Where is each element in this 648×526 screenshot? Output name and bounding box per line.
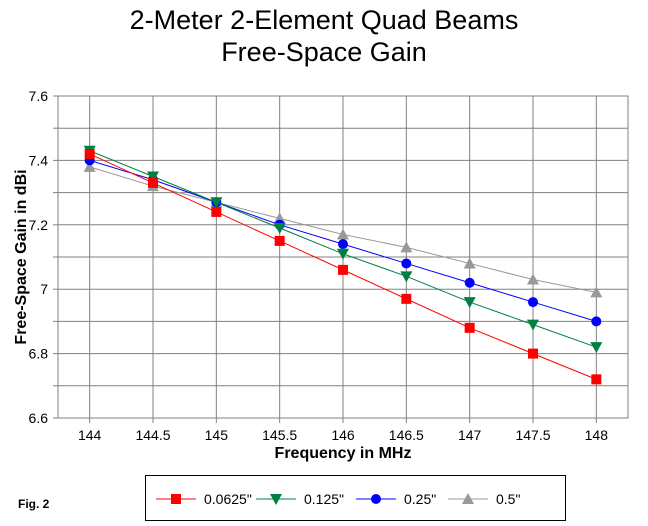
y-tick-label: 7.6 [29, 88, 49, 104]
x-axis-ticks: 144 144.5 145 145.5 146 146.5 147 147.5 148 [78, 427, 608, 443]
grid [53, 95, 628, 423]
x-tick-label: 144.5 [135, 427, 170, 443]
y-axis-ticks: 6.6 6.8 7 7.2 7.4 7.6 [29, 88, 49, 426]
marker-square [148, 177, 158, 188]
marker-square [528, 348, 538, 359]
legend-label: 0.125" [304, 491, 345, 507]
marker-triangle-down [590, 342, 603, 354]
marker-triangle-down [463, 297, 476, 309]
x-tick-label: 144 [78, 427, 102, 443]
x-tick-label: 147 [458, 427, 482, 443]
marker-circle [401, 258, 412, 269]
figure-label: Fig. 2 [18, 497, 50, 511]
legend-label: 0.5" [496, 491, 521, 507]
y-tick-label: 7.4 [29, 152, 49, 168]
marker-circle [464, 277, 475, 288]
plot-frame [57, 95, 629, 419]
legend-label: 0.0625" [204, 491, 252, 507]
marker-triangle-up [590, 286, 603, 298]
x-tick-label: 146 [331, 427, 355, 443]
legend-swatch [448, 493, 488, 504]
marker-triangle-down [270, 494, 282, 505]
legend-label: 0.25" [404, 491, 437, 507]
legend-swatch [356, 494, 396, 504]
marker-square [591, 374, 602, 385]
marker-circle [528, 297, 538, 308]
marker-triangle-up [527, 273, 539, 285]
x-tick-label: 146.5 [389, 427, 424, 443]
data-series [83, 145, 603, 354]
legend-swatch [156, 494, 196, 504]
y-tick-label: 6.6 [29, 410, 49, 426]
marker-triangle-down [210, 197, 223, 209]
marker-triangle-up [273, 212, 286, 224]
marker-square [401, 293, 412, 304]
x-axis-label: Frequency in MHz [275, 445, 412, 462]
marker-circle [338, 239, 348, 250]
x-tick-label: 148 [585, 427, 609, 443]
marker-square [211, 206, 222, 217]
chart-subtitle: Free-Space Gain [221, 37, 427, 67]
marker-triangle-up [462, 493, 474, 504]
y-tick-label: 7.2 [29, 217, 49, 233]
marker-square [274, 235, 285, 246]
marker-triangle-down [527, 319, 539, 331]
marker-triangle-up [83, 160, 96, 172]
line-chart: 6.6 6.8 7 7.2 7.4 7.6 144 144.5 145 145.5 146 146.… [13, 88, 629, 462]
y-tick-label: 7 [40, 281, 48, 297]
y-tick-label: 6.8 [29, 346, 49, 362]
marker-square [338, 264, 348, 275]
marker-triangle-down [337, 248, 349, 260]
legend: 0.0625" 0.125" 0.25" 0.5" [145, 475, 566, 521]
chart-title: 2-Meter 2-Element Quad Beams [129, 5, 519, 35]
marker-circle [371, 494, 381, 504]
data-series [83, 160, 603, 298]
marker-triangle-up [463, 257, 476, 269]
marker-triangle-down [400, 271, 413, 283]
x-tick-label: 145.5 [262, 427, 297, 443]
series-group [83, 145, 603, 385]
marker-triangle-up [400, 241, 413, 253]
marker-triangle-down [273, 223, 286, 235]
x-tick-label: 145 [205, 427, 229, 443]
marker-circle [591, 316, 602, 327]
marker-square [464, 322, 475, 333]
marker-square [171, 494, 181, 504]
legend-swatch [256, 494, 296, 505]
marker-square [84, 148, 95, 159]
marker-triangle-down [147, 171, 159, 183]
data-series [84, 155, 602, 327]
y-axis-label: Free-Space Gain in dBi [13, 169, 30, 344]
data-series [84, 148, 602, 385]
marker-triangle-up [337, 228, 349, 240]
x-tick-label: 147.5 [515, 427, 550, 443]
